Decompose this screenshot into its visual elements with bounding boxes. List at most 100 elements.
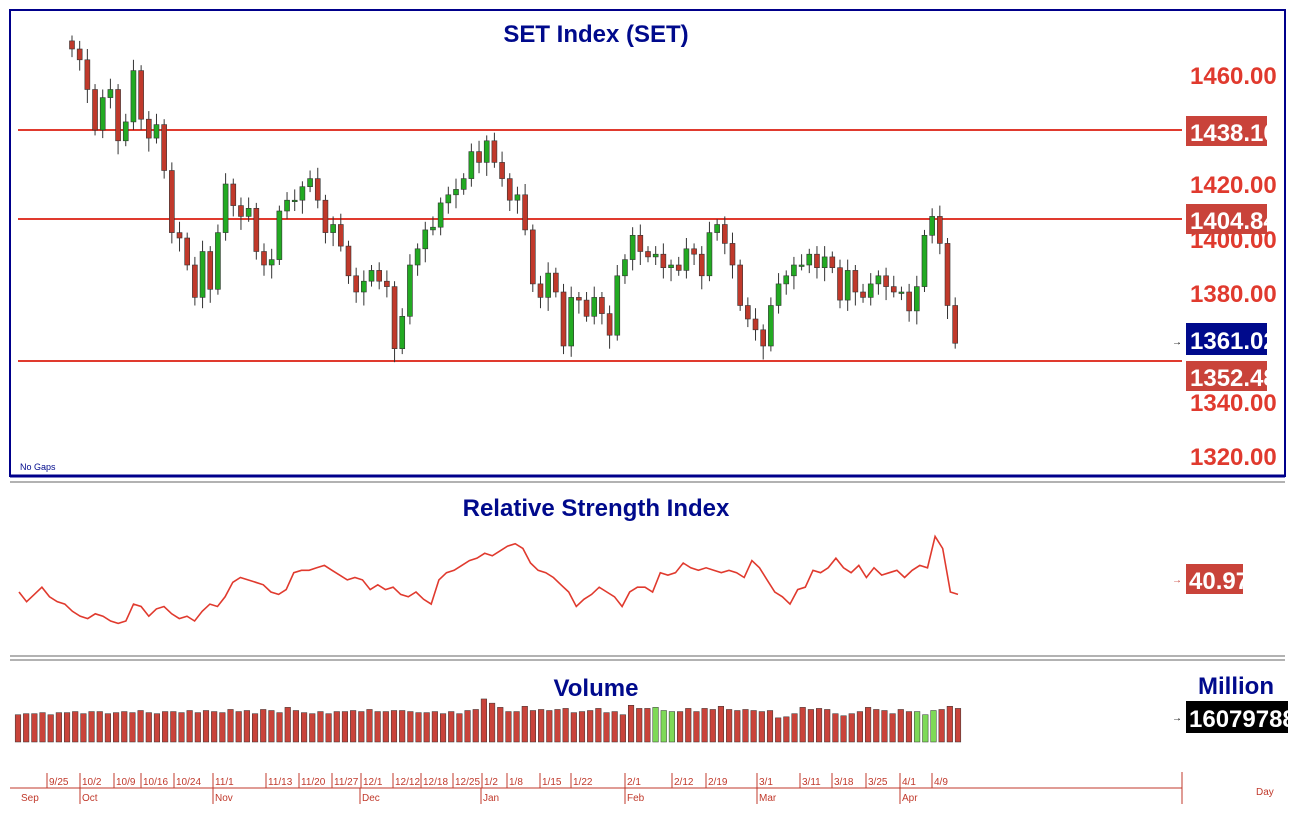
week-label: 12/18 bbox=[423, 777, 448, 788]
volume-bar bbox=[603, 712, 610, 743]
volume-bar bbox=[137, 710, 144, 743]
candle-body bbox=[207, 251, 214, 290]
volume-bar bbox=[80, 713, 87, 743]
y-label-1320: 1320.00 bbox=[1190, 444, 1277, 471]
volume-bar bbox=[873, 709, 880, 743]
level-tag-1438-bg bbox=[1186, 116, 1267, 146]
volume-bar bbox=[341, 711, 349, 743]
volume-bar bbox=[14, 714, 22, 743]
week-label: 10/16 bbox=[143, 777, 168, 788]
volume-bar bbox=[775, 717, 782, 743]
y-label-1340: 1340.00 bbox=[1190, 390, 1277, 417]
y-label-1380: 1380.00 bbox=[1190, 281, 1277, 308]
volume-bar bbox=[750, 710, 757, 743]
volume-bar bbox=[358, 711, 365, 743]
week-label: 3/18 bbox=[834, 777, 854, 788]
volume-bar bbox=[268, 710, 275, 743]
volume-bar bbox=[668, 711, 675, 743]
candle-body bbox=[84, 59, 91, 90]
candle-body bbox=[829, 256, 836, 268]
volume-bar bbox=[832, 713, 839, 743]
candle-body bbox=[199, 251, 206, 298]
volume-bar bbox=[766, 710, 774, 743]
volume-bar bbox=[153, 713, 161, 743]
volume-bar bbox=[897, 709, 904, 743]
volume-bar bbox=[742, 709, 749, 743]
candle-body bbox=[745, 305, 751, 320]
rsi-value-arrow: → bbox=[1172, 575, 1182, 586]
volume-bar bbox=[472, 709, 479, 743]
volume-bar bbox=[121, 711, 128, 743]
volume-bar bbox=[693, 711, 700, 743]
candle-body bbox=[721, 224, 728, 244]
candle-body bbox=[307, 178, 313, 188]
level-tag-1352: 1352.48 bbox=[1190, 365, 1277, 392]
volume-bar bbox=[489, 702, 496, 743]
volume-bar bbox=[914, 711, 921, 743]
candle-body bbox=[553, 272, 559, 293]
candle-body bbox=[399, 315, 406, 349]
level-tag-1405: 1404.84 bbox=[1190, 208, 1277, 235]
volume-bar bbox=[251, 713, 259, 743]
candle-body bbox=[453, 189, 459, 196]
rsi-line bbox=[18, 534, 959, 625]
candle-body bbox=[345, 245, 352, 277]
candle-body bbox=[391, 286, 398, 350]
candle-body bbox=[146, 118, 152, 139]
volume-bar bbox=[219, 712, 226, 743]
rsi-panel-title: Relative Strength Index bbox=[463, 495, 730, 522]
candle-body bbox=[791, 264, 797, 277]
candle-body bbox=[499, 162, 505, 179]
candle-body bbox=[537, 283, 544, 298]
candle-body bbox=[422, 229, 429, 250]
volume-bar bbox=[889, 713, 896, 743]
volume-unit-label: Million bbox=[1198, 673, 1274, 700]
x-axis-labels: 9/25 10/2 10/9 10/16 10/24 11/1 11/13 11/20 11/2… bbox=[21, 773, 948, 804]
candle-body bbox=[683, 248, 690, 271]
candle-body bbox=[299, 186, 306, 201]
candle-body bbox=[814, 253, 820, 268]
candle-body bbox=[291, 199, 298, 202]
volume-bar bbox=[685, 708, 692, 743]
volume-bars bbox=[14, 698, 962, 743]
week-label: 11/27 bbox=[334, 777, 359, 788]
candle-body bbox=[437, 202, 444, 228]
candle-body bbox=[675, 264, 682, 271]
candle-body bbox=[176, 232, 183, 239]
candle-body bbox=[898, 291, 905, 294]
month-label: Jan bbox=[483, 793, 499, 804]
week-label: 9/25 bbox=[49, 777, 69, 788]
price-panel-title: SET Index (SET) bbox=[503, 21, 688, 48]
volume-bar bbox=[619, 714, 626, 743]
candle-body bbox=[660, 253, 667, 268]
volume-bar bbox=[513, 711, 520, 743]
week-label: 3/11 bbox=[802, 777, 821, 788]
candle-body bbox=[268, 259, 275, 266]
y-label-1420: 1420.00 bbox=[1190, 172, 1277, 199]
week-label: 12/12 bbox=[395, 777, 420, 788]
volume-bar bbox=[726, 709, 733, 743]
candle-body bbox=[514, 194, 521, 201]
candle-body bbox=[860, 291, 866, 298]
current-price-tag: 1361.02 bbox=[1190, 328, 1277, 355]
volume-bar bbox=[39, 712, 46, 743]
volume-bar bbox=[578, 711, 586, 743]
volume-bar bbox=[677, 711, 684, 743]
current-price-tag-bg bbox=[1186, 323, 1267, 355]
volume-bar bbox=[456, 713, 463, 743]
candle-body bbox=[76, 48, 83, 61]
candle-body bbox=[368, 270, 375, 282]
volume-bar bbox=[856, 711, 863, 743]
candle-body bbox=[353, 275, 359, 293]
candle-body bbox=[645, 251, 651, 258]
week-label: 11/13 bbox=[268, 777, 293, 788]
volume-bar bbox=[954, 708, 962, 743]
volume-bar bbox=[170, 711, 177, 743]
candle-body bbox=[69, 40, 75, 50]
candle-body bbox=[92, 89, 98, 131]
volume-bar bbox=[202, 710, 210, 743]
volume-bar bbox=[848, 713, 855, 743]
candle-body bbox=[706, 232, 713, 277]
week-label: 4/1 bbox=[902, 777, 916, 788]
